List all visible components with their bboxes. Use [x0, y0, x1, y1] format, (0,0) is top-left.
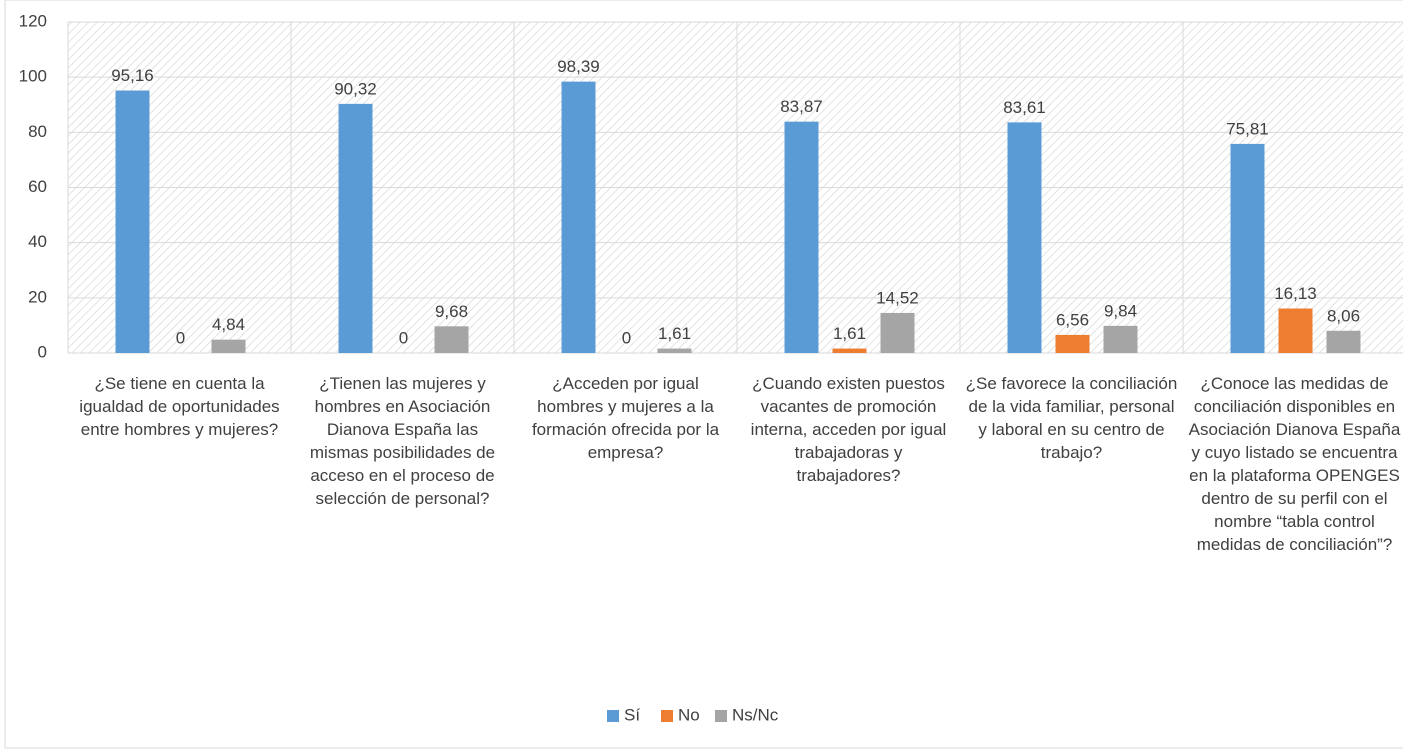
y-tick-label: 120 — [19, 11, 47, 30]
y-tick-label: 60 — [28, 177, 47, 196]
data-label: 95,16 — [111, 66, 154, 85]
data-label: 90,32 — [334, 79, 377, 98]
legend-swatch — [715, 710, 727, 722]
data-label: 0 — [622, 328, 631, 347]
data-label: 0 — [176, 328, 185, 347]
y-tick-label: 100 — [19, 67, 47, 86]
bar — [561, 81, 596, 354]
data-label: 14,52 — [876, 288, 919, 307]
data-label: 1,61 — [833, 324, 866, 343]
data-label: 4,84 — [212, 315, 245, 334]
y-tick-label: 0 — [38, 342, 47, 361]
legend-label: No — [678, 705, 700, 724]
data-label: 8,06 — [1327, 306, 1360, 325]
x-tick-label: ¿Acceden por igual hombres y mujeres a l… — [531, 374, 720, 462]
bar — [1103, 325, 1138, 353]
legend-swatch — [607, 710, 619, 722]
data-label: 75,81 — [1226, 119, 1269, 138]
bar — [657, 348, 692, 353]
legend-label: Ns/Nc — [732, 705, 779, 724]
bar — [1007, 122, 1042, 353]
bar — [784, 121, 819, 353]
bar — [1055, 334, 1090, 353]
chart-frame — [4, 0, 1403, 749]
legend-swatch — [661, 710, 673, 722]
x-tick-label: ¿Tienen las mujeres y hombres en Asociac… — [309, 374, 496, 508]
data-label: 9,84 — [1104, 301, 1137, 320]
y-tick-label: 80 — [28, 122, 47, 141]
x-tick-label: ¿Conoce las medidas de conciliación disp… — [1188, 374, 1401, 554]
bar — [832, 348, 867, 353]
legend-label: Sí — [624, 705, 640, 724]
bar — [1278, 308, 1313, 353]
data-label: 6,56 — [1056, 310, 1089, 329]
bar — [1230, 143, 1265, 353]
y-tick-label: 40 — [28, 232, 47, 251]
x-tick-label: ¿Se favorece la conciliación de la vida … — [965, 374, 1178, 462]
data-label: 1,61 — [658, 324, 691, 343]
data-label: 16,13 — [1274, 284, 1317, 303]
bar — [115, 90, 150, 353]
x-tick-label: ¿Cuando existen puestos vacantes de prom… — [750, 374, 947, 485]
data-label: 83,87 — [780, 97, 823, 116]
bar — [880, 312, 915, 353]
bar — [434, 326, 469, 353]
data-label: 98,39 — [557, 57, 600, 76]
x-tick-label: ¿Se tiene en cuenta la igualdad de oport… — [79, 374, 280, 439]
data-label: 83,61 — [1003, 98, 1046, 117]
data-label: 0 — [399, 328, 408, 347]
bar — [211, 339, 246, 353]
bar — [338, 103, 373, 353]
bar — [1326, 330, 1361, 353]
data-label: 9,68 — [435, 302, 468, 321]
y-tick-label: 20 — [28, 287, 47, 306]
